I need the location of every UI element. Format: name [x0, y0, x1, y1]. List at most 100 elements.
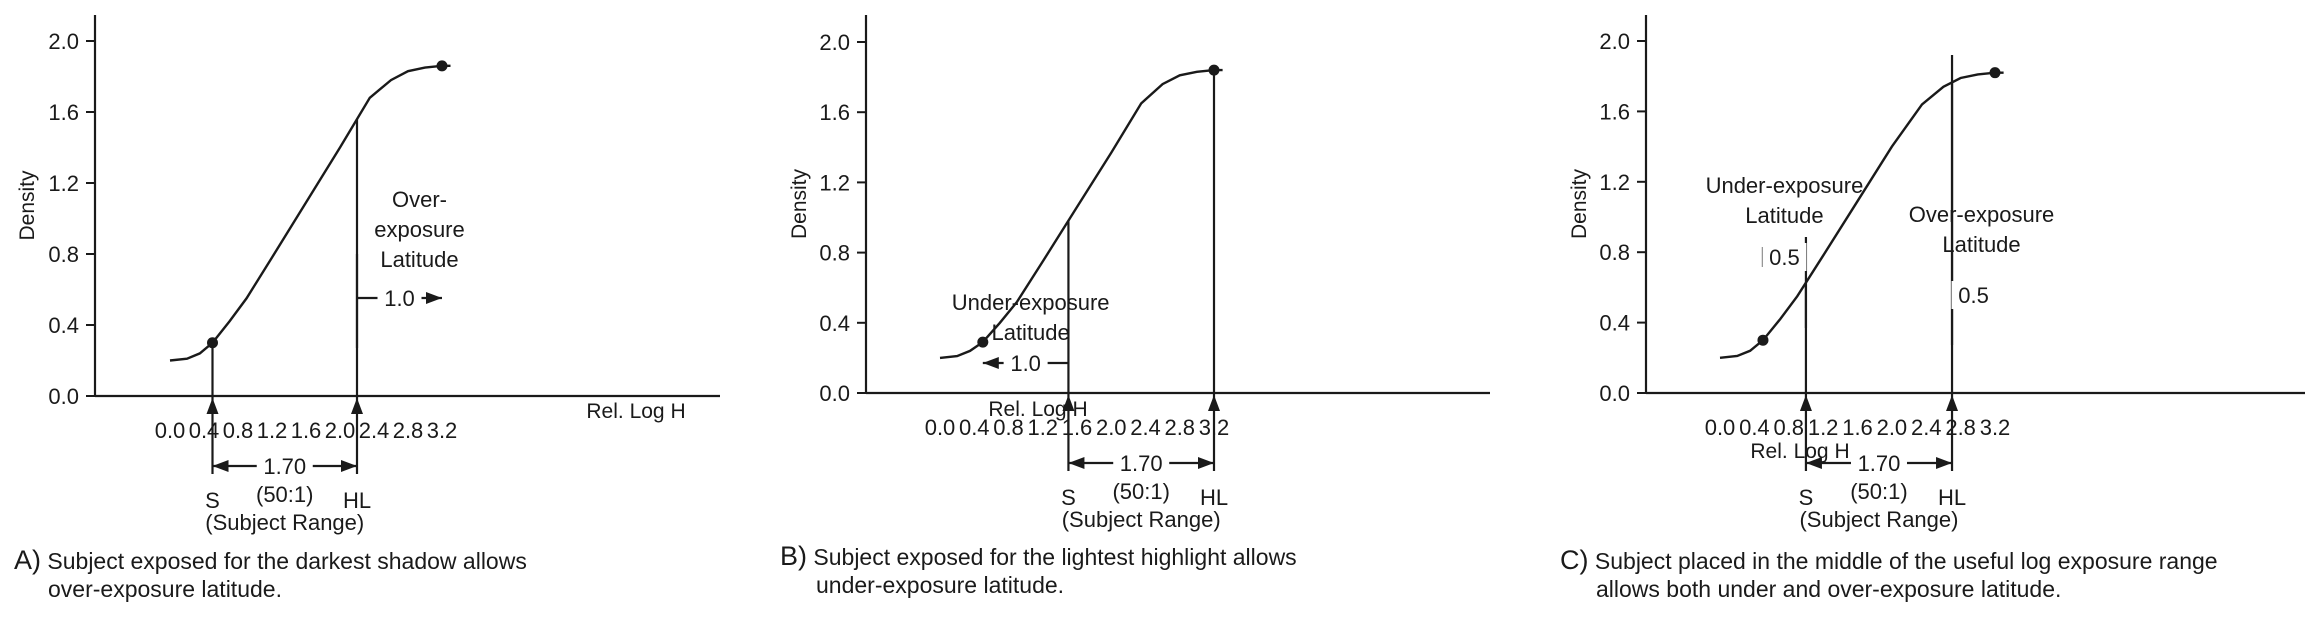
caption-a-letter: A): [14, 545, 41, 575]
range-arrow-right-a: [341, 460, 357, 472]
x-tick-label-a-2: 0.8: [223, 418, 254, 443]
latitude-value-a-0: 1.0: [384, 286, 415, 311]
caption-b-line-1: Subject exposed for the lightest highlig…: [813, 544, 1297, 570]
y-tick-label-a-2: 0.8: [48, 242, 79, 267]
x-tick-label-b-5: 2.0: [1096, 415, 1127, 440]
marker-label-a-1: HL: [343, 488, 371, 513]
y-axis-title-b: Density: [788, 168, 811, 239]
curve-line-b: [939, 68, 1223, 360]
range-ratio-label-a: (50:1): [256, 482, 313, 507]
latitude-title-a-0-1: exposure: [374, 217, 465, 242]
caption-b-letter: B): [780, 541, 807, 571]
marker-arrow-a-0: [206, 398, 219, 414]
latitude-value-bg-c-1: [1951, 281, 1996, 309]
x-tick-label-c-5: 2.0: [1877, 415, 1908, 440]
range-arrow-right-b: [1198, 457, 1214, 469]
y-tick-label-b-1: 0.4: [819, 311, 850, 336]
x-tick-label-a-5: 2.0: [325, 418, 356, 443]
curve-line-a: [169, 64, 451, 362]
curve-point-a-1: [436, 60, 448, 72]
y-tick-label-b-3: 1.2: [819, 170, 850, 195]
x-tick-label-c-4: 1.6: [1842, 415, 1873, 440]
x-tick-label-c-3: 1.2: [1808, 415, 1839, 440]
range-arrow-right-c: [1936, 457, 1953, 469]
latitude-value-c-0: 0.5: [1769, 245, 1800, 270]
y-tick-label-a-4: 1.6: [48, 100, 79, 125]
y-tick-label-c-4: 1.6: [1599, 99, 1630, 124]
range-name-label-c: (Subject Range): [1799, 507, 1958, 532]
y-tick-label-c-1: 0.4: [1599, 311, 1630, 336]
y-tick-label-c-3: 1.2: [1599, 170, 1630, 195]
x-tick-label-c-8: 3.2: [1980, 415, 2011, 440]
curve-point-c-1: [1989, 67, 2001, 79]
caption-a: A) Subject exposed for the darkest shado…: [14, 546, 527, 603]
y-tick-label-a-1: 0.4: [48, 313, 79, 338]
x-tick-label-a-8: 3.2: [427, 418, 458, 443]
chart-panel-c: 0.00.40.81.21.62.00.0 0.4 0.8 1.2 1.6 2.0 2.4 2…: [1568, 15, 2305, 532]
x-axis-title-c: Rel. Log H: [1750, 440, 1849, 463]
range-value-label-a: 1.70: [263, 454, 306, 479]
x-tick-label-b-3: 1.2: [1027, 415, 1058, 440]
marker-label-a-0: S: [205, 488, 220, 513]
y-axis-title-c: Density: [1568, 168, 1591, 239]
y-tick-label-c-0: 0.0: [1599, 381, 1630, 406]
y-tick-label-c-2: 0.8: [1599, 240, 1630, 265]
latitude-value-b-0: 1.0: [1010, 351, 1041, 376]
range-arrow-left-c: [1805, 457, 1822, 469]
latitude-title-c-1-1: Latitude: [1942, 232, 2020, 257]
range-label-bg-b: [1113, 449, 1170, 477]
marker-label-b-1: HL: [1200, 485, 1228, 510]
latitude-title-c-0-1: Latitude: [1745, 203, 1823, 228]
curve-point-b-0: [977, 336, 989, 348]
caption-a-line-1: Subject exposed for the darkest shadow a…: [47, 548, 527, 574]
caption-c-line-2: allows both under and over-exposure lati…: [1596, 576, 2062, 602]
range-label-bg-c: [1850, 449, 1907, 477]
y-tick-label-b-2: 0.8: [819, 241, 850, 266]
x-tick-label-b-1: 0.4: [959, 415, 990, 440]
latitude-value-bg-a-0: [377, 284, 422, 312]
latitude-title-b-0-0: Under-exposure: [952, 290, 1110, 315]
caption-c: C) Subject placed in the middle of the u…: [1560, 546, 2218, 603]
latitude-title-c-0-0: Under-exposure: [1706, 173, 1864, 198]
y-tick-label-b-4: 1.6: [819, 100, 850, 125]
x-axis-title-a: Rel. Log H: [586, 400, 685, 423]
marker-arrow-c-1: [1946, 395, 1959, 411]
chart-panel-b: 0.00.40.81.21.62.00.0 0.4 0.8 1.2 1.6 2.0 2.4 2…: [788, 15, 1490, 532]
curve-point-c-0: [1757, 334, 1769, 346]
marker-arrow-a-1: [351, 398, 363, 414]
x-tick-label-b-0: 0.0: [925, 415, 956, 440]
y-tick-label-a-0: 0.0: [48, 384, 79, 409]
latitude-value-bg-b-0: [1003, 349, 1048, 377]
x-tick-label-b-7: 2.8: [1164, 415, 1195, 440]
caption-b-line-2: under-exposure latitude.: [816, 572, 1065, 598]
latitude-value-bg-c-0: [1762, 243, 1807, 271]
chart-panel-a: 0.00.40.81.21.62.00.0 0.4 0.8 1.2 1.6 2.0 2.4 2…: [16, 15, 720, 535]
latitude-title-a-0-0: Over-: [392, 187, 447, 212]
y-tick-label-b-5: 2.0: [819, 30, 850, 55]
latitude-value-c-1: 0.5: [1958, 283, 1989, 308]
latitude-arrow-b-0: [982, 357, 999, 369]
marker-arrow-b-1: [1208, 395, 1220, 411]
range-value-label-c: 1.70: [1858, 451, 1901, 476]
x-tick-label-c-2: 0.8: [1773, 415, 1804, 440]
latitude-arrow-a-0: [426, 292, 442, 304]
range-value-label-b: 1.70: [1120, 451, 1163, 476]
x-tick-label-c-0: 0.0: [1705, 415, 1736, 440]
x-tick-label-a-7: 2.8: [393, 418, 424, 443]
range-ratio-label-c: (50:1): [1850, 479, 1907, 504]
caption-a-line-2: over-exposure latitude.: [48, 576, 282, 602]
range-ratio-label-b: (50:1): [1112, 479, 1169, 504]
y-tick-label-a-5: 2.0: [48, 29, 79, 54]
x-tick-label-c-1: 0.4: [1739, 415, 1770, 440]
x-axis-title-b: Rel. Log H: [988, 398, 1087, 421]
x-tick-label-c-7: 2.8: [1945, 415, 1976, 440]
y-tick-label-b-0: 0.0: [819, 381, 850, 406]
range-name-label-b: (Subject Range): [1062, 507, 1221, 532]
x-tick-label-a-6: 2.4: [359, 418, 390, 443]
caption-c-letter: C): [1560, 545, 1589, 575]
latitude-title-a-0-2: Latitude: [380, 247, 458, 272]
y-axis-title-a: Density: [16, 170, 39, 241]
x-tick-label-c-6: 2.4: [1911, 415, 1942, 440]
range-name-label-a: (Subject Range): [205, 510, 364, 535]
marker-label-c-0: S: [1799, 485, 1814, 510]
